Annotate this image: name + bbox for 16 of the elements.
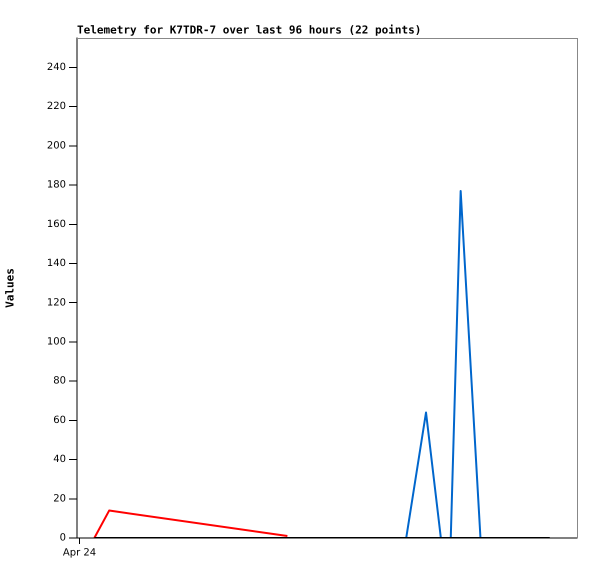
- y-tick-label: 20: [53, 493, 66, 504]
- y-tick-label: 200: [46, 140, 66, 152]
- x-tick-label: Apr 24: [62, 548, 96, 559]
- y-tick-label: 180: [46, 180, 66, 191]
- y-axis-title: Values: [3, 268, 16, 308]
- y-tick-label: 140: [46, 258, 66, 270]
- y-tick-label: 120: [46, 297, 66, 308]
- y-tick-label: 80: [53, 376, 66, 387]
- y-tick-label: 220: [46, 101, 66, 112]
- y-tick-label: 0: [60, 532, 66, 544]
- y-tick-label: 60: [53, 414, 66, 426]
- y-tick-label: 160: [46, 218, 66, 230]
- y-tick-label: 240: [46, 62, 66, 74]
- chart-title: Telemetry for K7TDR-7 over last 96 hours (22 points): [77, 23, 422, 36]
- y-tick-label: 40: [53, 454, 66, 466]
- y-tick-label: 100: [46, 336, 66, 348]
